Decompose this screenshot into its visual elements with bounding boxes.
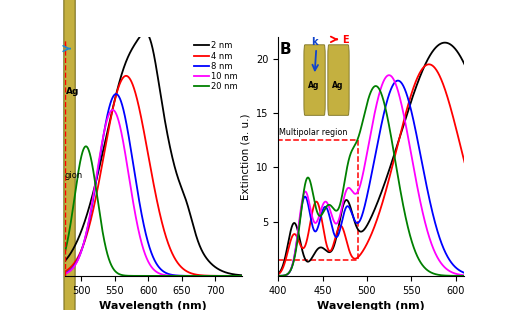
20 nm [234,274,240,278]
4 nm [58,271,64,275]
4 nm [234,274,240,278]
20 nm [83,144,89,148]
Text: B: B [280,42,292,57]
20 nm [67,223,73,227]
8 nm [200,274,206,278]
Text: k: k [311,37,318,47]
X-axis label: Wavelength (nm): Wavelength (nm) [99,301,207,310]
10 nm [239,274,245,278]
2 nm [142,31,148,34]
4 nm [200,274,206,277]
10 nm [109,108,116,112]
10 nm [141,250,148,254]
Text: Multipolar region: Multipolar region [279,128,347,137]
Line: 8 nm: 8 nm [61,94,242,276]
Y-axis label: Extinction (a. u.): Extinction (a. u.) [240,113,251,200]
Text: gion: gion [65,171,83,180]
2 nm [141,31,147,34]
10 nm [234,274,240,278]
2 nm [146,35,152,39]
8 nm [146,244,152,248]
4 nm [146,158,152,162]
8 nm [113,92,119,96]
20 nm [146,274,152,278]
Text: Ag: Ag [66,87,79,96]
Line: 2 nm: 2 nm [61,33,242,275]
20 nm [234,274,240,278]
10 nm [200,274,206,278]
20 nm [200,274,206,278]
Line: 10 nm: 10 nm [61,110,242,276]
8 nm [58,273,64,277]
8 nm [239,274,245,278]
X-axis label: Wavelength (nm): Wavelength (nm) [317,301,425,310]
4 nm [234,274,240,278]
4 nm [67,266,73,269]
8 nm [234,274,240,278]
20 nm [58,262,64,266]
8 nm [234,274,240,278]
FancyBboxPatch shape [64,0,75,310]
2 nm [58,263,64,267]
20 nm [239,274,245,278]
10 nm [146,261,152,265]
Text: E: E [342,35,349,45]
Legend: 2 nm, 4 nm, 8 nm, 10 nm, 20 nm: 2 nm, 4 nm, 8 nm, 10 nm, 20 nm [194,41,238,91]
4 nm [239,274,245,278]
10 nm [58,273,64,277]
Line: 4 nm: 4 nm [61,76,242,276]
Text: Ag: Ag [332,81,344,90]
Bar [278,140,358,260]
20 nm [141,274,148,278]
4 nm [141,132,148,135]
2 nm [200,252,206,255]
4 nm [123,74,129,78]
10 nm [67,269,73,272]
2 nm [234,273,240,277]
8 nm [141,225,148,229]
2 nm [234,273,240,277]
8 nm [67,268,73,272]
2 nm [239,273,245,277]
FancyBboxPatch shape [304,45,325,115]
2 nm [67,252,73,255]
Line: 20 nm: 20 nm [61,146,242,276]
10 nm [234,274,240,278]
FancyBboxPatch shape [328,45,349,115]
Text: Ag: Ag [309,81,320,90]
